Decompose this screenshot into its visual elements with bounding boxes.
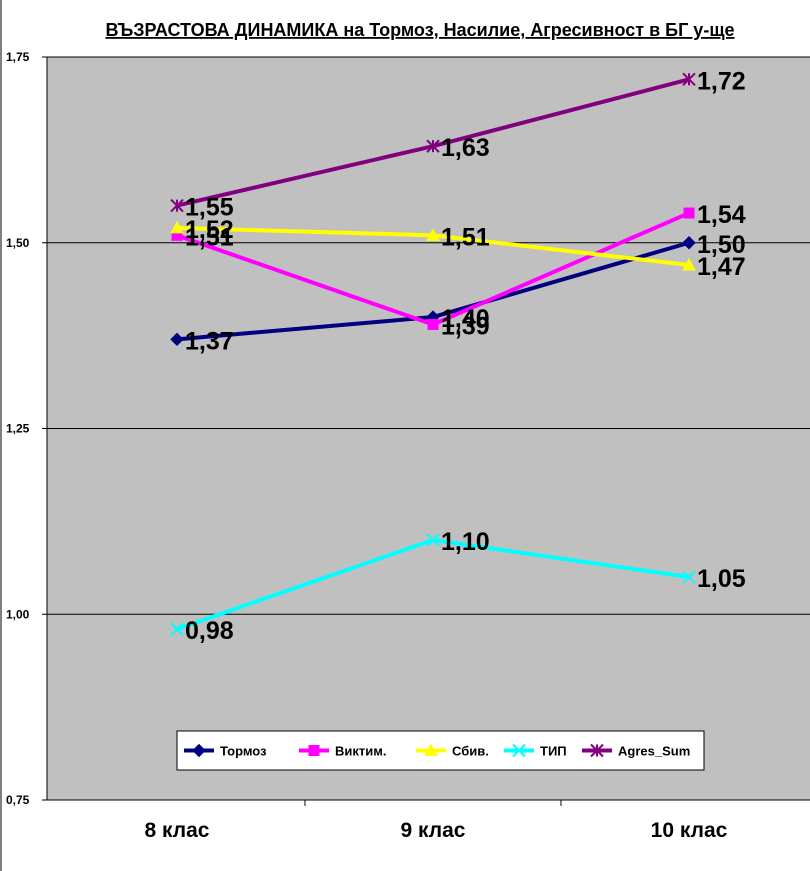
legend-marker: [192, 743, 206, 758]
legend: Тормоз Виктим. Сбив. ТИП Agres_Sum: [176, 730, 705, 771]
data-label: 1,05: [697, 565, 746, 593]
legend-marker: [590, 743, 604, 758]
data-label: 1,50: [697, 231, 746, 259]
data-label: 1,37: [185, 327, 234, 355]
y-tick-label: 0,75: [6, 793, 30, 807]
chart-title: ВЪЗРАСТОВА ДИНАМИКА на Тормоз, Насилие, …: [105, 20, 734, 40]
legend-label: ТИП: [540, 744, 567, 759]
data-label: 1,55: [185, 194, 234, 222]
y-tick-label: 1,00: [6, 607, 30, 621]
y-tick-label: 1,75: [6, 50, 30, 64]
legend-label: Виктим.: [335, 744, 386, 759]
x-tick-labels: 8 клас 9 клас 10 клас: [145, 819, 728, 842]
y-tick-label: 1,25: [6, 422, 30, 436]
data-point: [170, 332, 184, 347]
legend-marker: [512, 743, 526, 758]
series-0: [170, 236, 696, 347]
data-label: 1,39: [441, 312, 490, 340]
legend-label: Сбив.: [452, 744, 489, 759]
series-4: [170, 72, 696, 213]
data-label: 1,72: [697, 67, 746, 95]
legend-marker: [424, 743, 438, 756]
data-label: 1,52: [185, 216, 234, 244]
data-label: 1,51: [185, 223, 234, 251]
data-point: [426, 139, 440, 153]
data-label: 0,98: [185, 617, 234, 645]
x-tick-label: 9 клас: [401, 819, 466, 842]
data-point: [682, 236, 696, 250]
data-label: 1,54: [697, 201, 746, 229]
data-point: [170, 220, 184, 234]
data-label: 1,51: [441, 223, 490, 251]
data-point: [426, 533, 440, 547]
data-point: [682, 570, 696, 584]
series-2: [170, 220, 696, 271]
data-point: [170, 622, 184, 636]
data-label: 1,63: [441, 134, 490, 162]
legend-marker: [308, 745, 320, 756]
series-3: [170, 533, 696, 636]
data-point: [170, 198, 184, 213]
x-tick-label: 10 клас: [651, 819, 728, 842]
legend-label: Тормоз: [220, 744, 267, 759]
y-tick-label: 1,50: [6, 236, 30, 250]
data-label: 1,10: [441, 528, 490, 556]
series-1: [171, 207, 695, 330]
data-point: [683, 207, 695, 219]
data-labels: 1,371,401,501,511,391,541,52 1,511,470,98…: [185, 67, 746, 645]
data-point: [426, 228, 440, 241]
data-label: 1,40: [441, 305, 490, 333]
x-tick-label: 8 клас: [145, 819, 210, 842]
series-group: [170, 72, 696, 636]
legend-label: Agres_Sum: [618, 744, 690, 759]
y-tick-labels: 0,75 1,00 1,25 1,50 1,75: [6, 50, 30, 807]
data-label: 1,47: [697, 253, 746, 281]
data-point: [427, 318, 439, 330]
data-point: [682, 72, 696, 86]
data-point: [682, 257, 696, 271]
